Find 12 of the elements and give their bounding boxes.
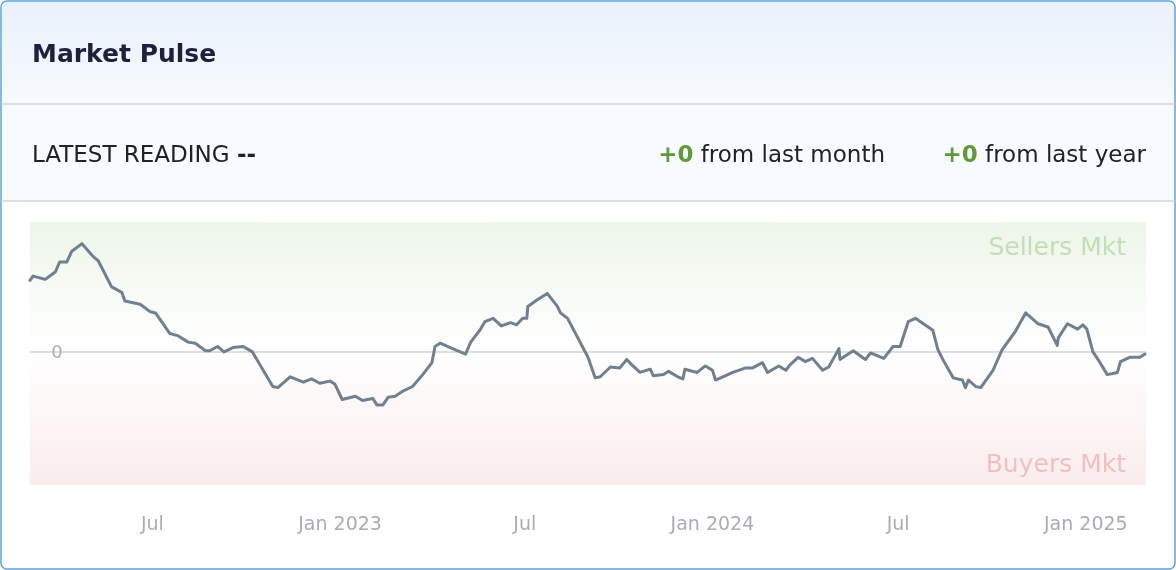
text: +0 from last month (658, 141, 885, 167)
text: +0 from last year (942, 141, 1147, 167)
text: LATEST READING -- (32, 141, 257, 167)
x-tick-label: Jan 2023 (297, 512, 382, 534)
x-tick-label: Jul (512, 512, 537, 534)
x-tick-label: Jul (139, 512, 164, 534)
band-label: Sellers Mkt (988, 232, 1127, 261)
x-tick-label: Jul (885, 512, 910, 534)
x-tick-label: Jan 2024 (669, 512, 755, 534)
chart-title: Market Pulse (32, 39, 217, 68)
x-tick-label: Jan 2025 (1042, 512, 1128, 534)
ref-line-label: 0 (51, 341, 63, 363)
